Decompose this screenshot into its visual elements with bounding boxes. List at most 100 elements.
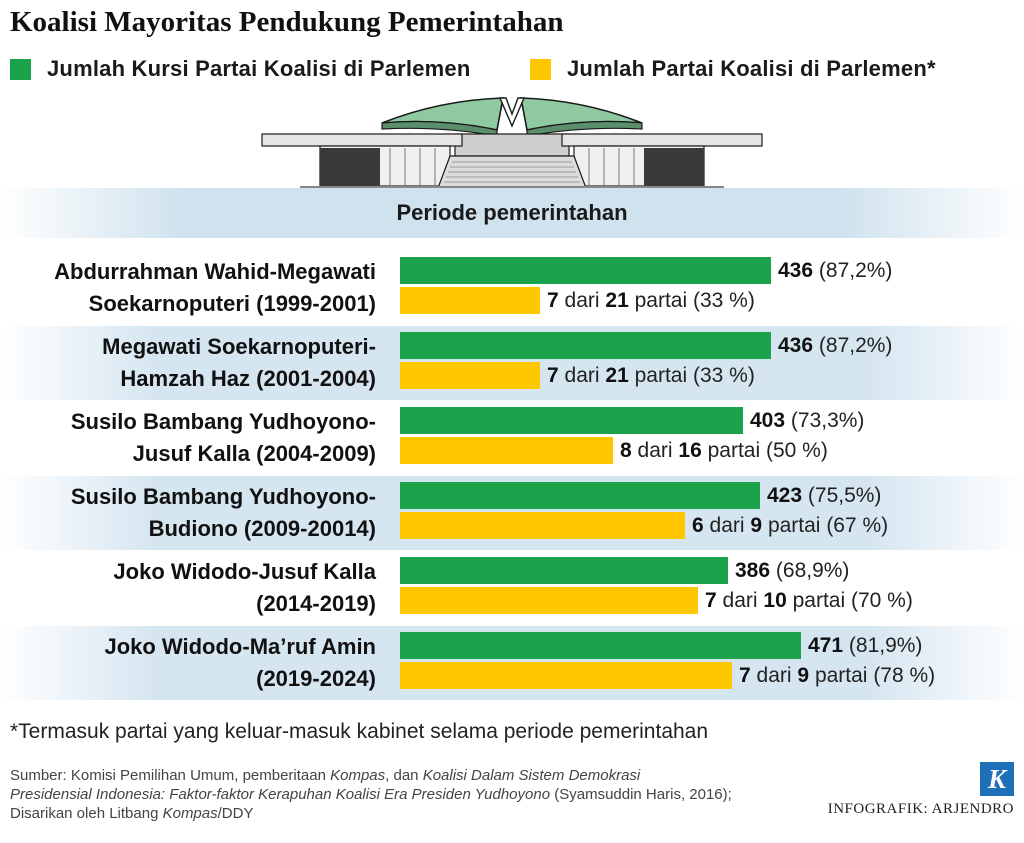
category-label: Susilo Bambang Yudhoyono- Jusuf Kalla (20… [0, 406, 376, 470]
total-parties: 10 [763, 589, 787, 612]
seats-percent: (87,2%) [818, 334, 893, 357]
total-parties: 21 [605, 364, 629, 387]
total-parties: 21 [605, 289, 629, 312]
chart-row: Abdurrahman Wahid-Megawati Soekarnoputeri… [0, 251, 1024, 325]
word-dari: dari [564, 289, 600, 312]
category-label-line1: Abdurrahman Wahid-Megawati [54, 259, 376, 284]
period-header-band [0, 188, 1024, 238]
source-line1-a: Sumber: Komisi Pemilihan Umum, pemberita… [10, 767, 331, 784]
footnote: *Termasuk partai yang keluar-masuk kabin… [10, 720, 709, 743]
chart-row: Susilo Bambang Yudhoyono- Budiono (2009-2… [0, 476, 1024, 550]
parties-percent: (33 %) [692, 289, 755, 312]
source-line2-b: (Syamsuddin Haris, 2016); [550, 786, 732, 803]
legend-item-seats: Jumlah Kursi Partai Koalisi di Parlemen [10, 54, 471, 84]
bar-seats [400, 557, 728, 584]
seats-percent: (68,9%) [775, 559, 850, 582]
source-line1-c: , dan [385, 767, 423, 784]
category-label: Susilo Bambang Yudhoyono- Budiono (2009-2… [0, 481, 376, 545]
word-partai: partai [767, 514, 821, 537]
data-label-parties: 7 dari 21 partai (33 %) [547, 362, 755, 389]
data-label-parties: 7 dari 10 partai (70 %) [705, 587, 913, 614]
total-parties: 16 [678, 439, 702, 462]
category-label-line2: (2019-2024) [256, 666, 376, 691]
seats-value: 436 [778, 334, 814, 357]
word-dari: dari [709, 514, 745, 537]
legend-swatch-parties [530, 58, 551, 80]
data-label-seats: 386 (68,9%) [735, 557, 849, 584]
category-label-line1: Susilo Bambang Yudhoyono- [70, 409, 376, 434]
category-label-line1: Joko Widodo-Ma’ruf Amin [104, 634, 376, 659]
source-line1-b: Kompas [330, 767, 386, 784]
legend-swatch-seats [10, 58, 31, 80]
seats-percent: (87,2%) [818, 259, 893, 282]
word-dari: dari [756, 664, 792, 687]
word-dari: dari [564, 364, 600, 387]
source-note: Sumber: Komisi Pemilihan Umum, pemberita… [10, 766, 810, 823]
data-label-parties: 7 dari 9 partai (78 %) [739, 662, 935, 689]
parties-percent: (78 %) [873, 664, 936, 687]
parliament-building-illustration [261, 97, 763, 190]
chart-row: Megawati Soekarnoputeri- Hamzah Haz (2001… [0, 326, 1024, 400]
source-line3-c: /DDY [217, 805, 254, 822]
word-partai: partai [707, 439, 761, 462]
total-parties: 9 [750, 514, 763, 537]
kompas-logo: K [980, 762, 1014, 796]
chart-title: Koalisi Mayoritas Pendukung Pemerintahan [10, 6, 564, 38]
chart-row: Joko Widodo-Jusuf Kalla (2014-2019) 386 (6… [0, 551, 1024, 625]
bar-seats [400, 332, 771, 359]
coalition-count: 7 [547, 289, 559, 312]
legend-item-parties: Jumlah Partai Koalisi di Parlemen* [530, 54, 936, 84]
category-label-line1: Susilo Bambang Yudhoyono- [70, 484, 376, 509]
parties-percent: (33 %) [692, 364, 755, 387]
source-line2-a: Presidensial Indonesia: Faktor-faktor Ke… [10, 786, 551, 803]
category-label-line2: (2014-2019) [256, 591, 376, 616]
word-partai: partai [634, 364, 688, 387]
seats-percent: (75,5%) [807, 484, 882, 507]
coalition-count: 7 [705, 589, 717, 612]
bar-seats [400, 407, 743, 434]
period-header: Periode pemerintahan [396, 200, 628, 225]
legend-label-seats: Jumlah Kursi Partai Koalisi di Parlemen [47, 56, 471, 81]
bar-seats [400, 482, 760, 509]
category-label: Megawati Soekarnoputeri- Hamzah Haz (2001… [0, 331, 376, 395]
data-label-seats: 423 (75,5%) [767, 482, 881, 509]
coalition-count: 6 [692, 514, 704, 537]
seats-value: 423 [767, 484, 803, 507]
parties-percent: (70 %) [850, 589, 913, 612]
source-line1-d: Koalisi Dalam Sistem Demokrasi [422, 767, 641, 784]
bar-parties [400, 512, 685, 539]
chart-row: Joko Widodo-Ma’ruf Amin (2019-2024) 471 (8… [0, 626, 1024, 700]
bar-parties [400, 662, 732, 689]
data-label-parties: 6 dari 9 partai (67 %) [692, 512, 888, 539]
category-label: Joko Widodo-Ma’ruf Amin (2019-2024) [0, 631, 376, 695]
chart-row: Susilo Bambang Yudhoyono- Jusuf Kalla (20… [0, 401, 1024, 475]
word-partai: partai [634, 289, 688, 312]
data-label-parties: 7 dari 21 partai (33 %) [547, 287, 755, 314]
data-label-seats: 471 (81,9%) [808, 632, 922, 659]
coalition-count: 7 [547, 364, 559, 387]
seats-value: 436 [778, 259, 814, 282]
word-dari: dari [637, 439, 673, 462]
category-label-line1: Joko Widodo-Jusuf Kalla [113, 559, 376, 584]
category-label: Joko Widodo-Jusuf Kalla (2014-2019) [0, 556, 376, 620]
category-label-line2: Jusuf Kalla (2004-2009) [132, 441, 376, 466]
data-label-seats: 436 (87,2%) [778, 257, 892, 284]
category-label-line2: Soekarnoputeri (1999-2001) [88, 291, 376, 316]
category-label-line2: Budiono (2009-20014) [148, 516, 376, 541]
infographic-credit: INFOGRAFIK: ARJENDRO [827, 801, 1014, 817]
parties-percent: (50 %) [765, 439, 828, 462]
data-label-parties: 8 dari 16 partai (50 %) [620, 437, 828, 464]
word-partai: partai [792, 589, 846, 612]
coalition-count: 7 [739, 664, 751, 687]
total-parties: 9 [797, 664, 810, 687]
bar-parties [400, 287, 540, 314]
word-partai: partai [814, 664, 868, 687]
bar-parties [400, 587, 698, 614]
legend-label-parties: Jumlah Partai Koalisi di Parlemen* [567, 56, 936, 81]
source-line3-a: Disarikan oleh Litbang [10, 805, 163, 822]
category-label: Abdurrahman Wahid-Megawati Soekarnoputeri… [0, 256, 376, 320]
coalition-count: 8 [620, 439, 632, 462]
seats-percent: (73,3%) [790, 409, 865, 432]
data-label-seats: 436 (87,2%) [778, 332, 892, 359]
word-dari: dari [722, 589, 758, 612]
